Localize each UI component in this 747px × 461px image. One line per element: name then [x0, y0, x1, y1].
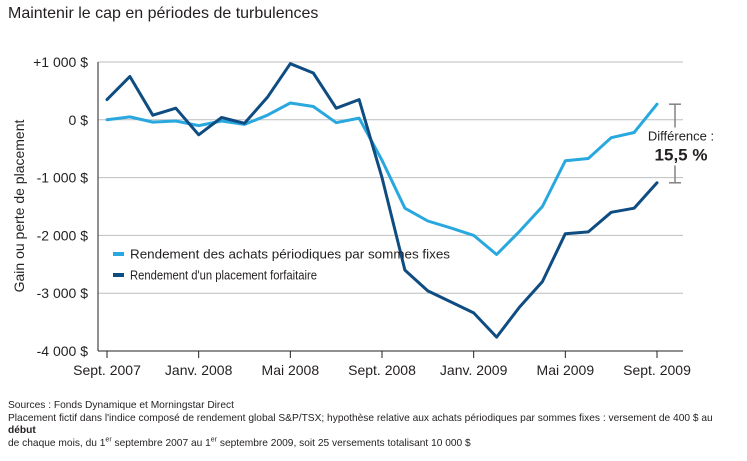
y-tick-label: -3 000 $: [37, 285, 89, 301]
y-tick-label: 0 $: [69, 112, 89, 128]
legend-label-1: Rendement des achats périodiques par som…: [130, 247, 451, 262]
y-tick-label: -4 000 $: [37, 343, 89, 359]
series-line-1: [105, 101, 659, 256]
line-chart: +1 000 $ 0 $ -1 000 $ -2 000 $ -3 000 $ -4 00…: [33, 54, 718, 378]
axes: [97, 62, 683, 358]
annotation-value: 15,5 %: [655, 145, 708, 164]
x-tick-label: Sept. 2009: [623, 362, 691, 378]
y-tick-label: +1 000 $: [33, 54, 88, 70]
series-line-2: [105, 62, 659, 339]
legend: Rendement des achats périodiques par som…: [113, 247, 451, 283]
x-tick-label: Mai 2009: [537, 362, 595, 378]
methodology-note: Placement fictif dans l'indice composé d…: [8, 412, 713, 437]
y-tick-label: -2 000 $: [37, 227, 89, 243]
y-tick-label: -1 000 $: [37, 170, 89, 186]
chart-footer: Sources : Fonds Dynamique et Morningstar…: [8, 400, 743, 450]
x-tick-label: Mai 2008: [262, 362, 320, 378]
sources-note: Sources : Fonds Dynamique et Morningstar…: [8, 400, 234, 411]
x-tick-label: Sept. 2008: [348, 362, 416, 378]
methodology-note-cont: de chaque mois, du 1er septembre 2007 au…: [8, 436, 471, 449]
tick-labels: +1 000 $ 0 $ -1 000 $ -2 000 $ -3 000 $ -4 00…: [33, 54, 691, 378]
legend-label-2: Rendement d'un placement forfaitaire: [130, 268, 317, 283]
difference-annotation: Différence : 15,5 %: [644, 103, 718, 184]
x-tick-label: Sept. 2007: [73, 362, 141, 378]
series-lines: [105, 62, 659, 339]
annotation-background: [644, 127, 718, 166]
x-tick-label: Janv. 2009: [440, 362, 508, 378]
chart-title: Maintenir le cap en périodes de turbulen…: [8, 5, 319, 22]
annotation-label: Différence :: [648, 128, 714, 143]
x-tick-label: Janv. 2008: [165, 362, 233, 378]
